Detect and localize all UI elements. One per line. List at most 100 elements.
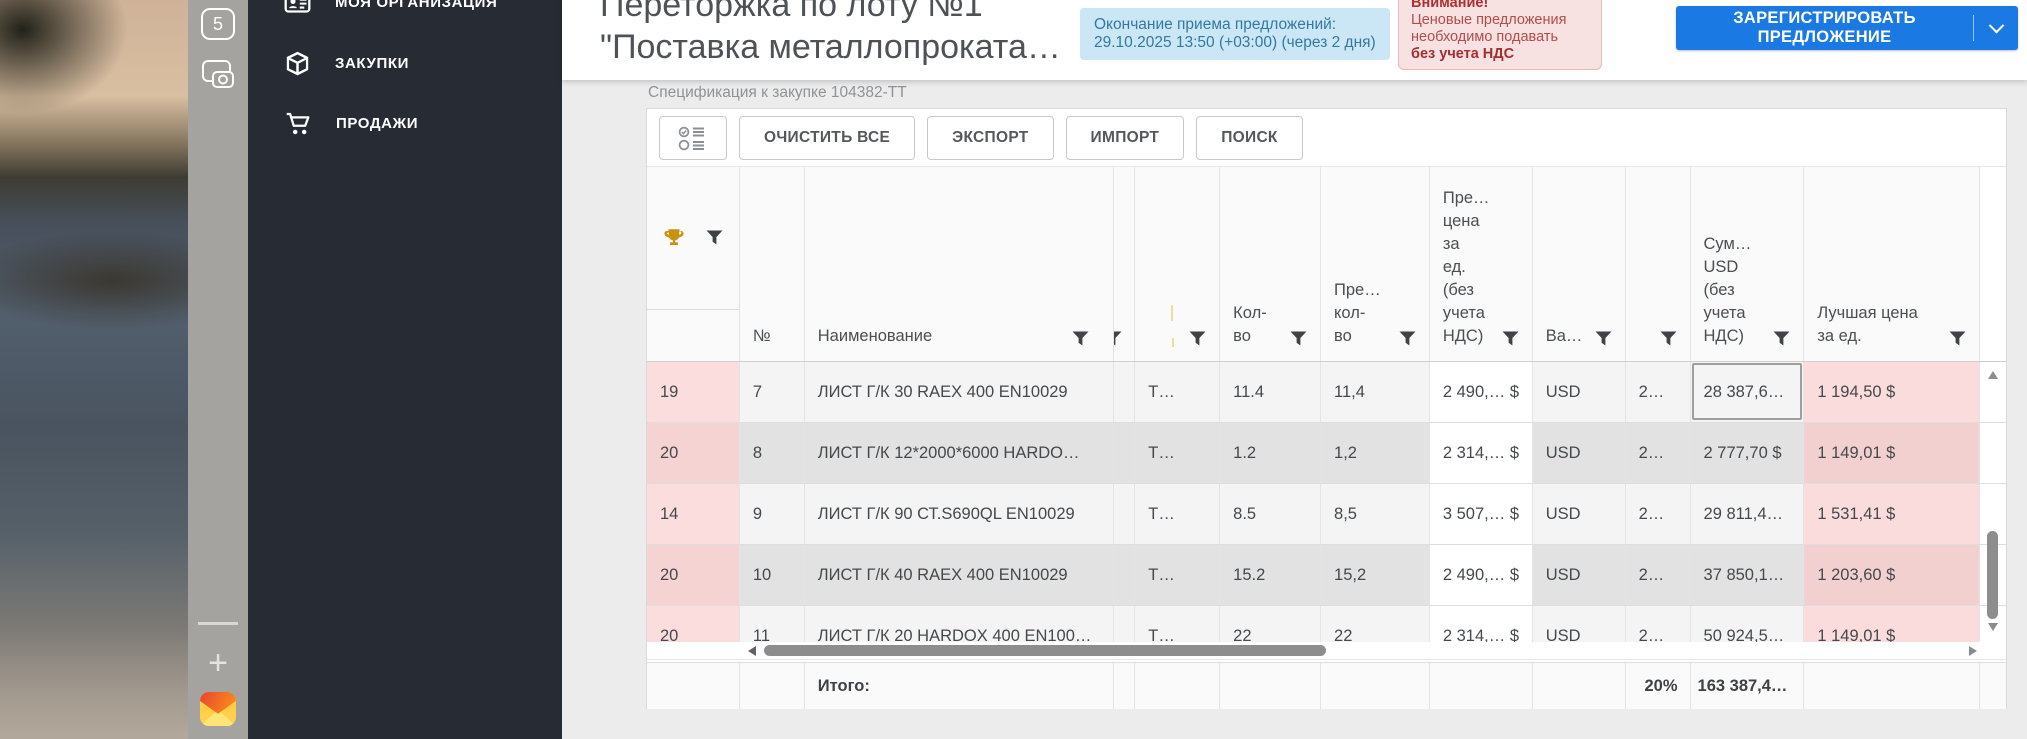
currency-header-label: Ва… — [1545, 327, 1583, 345]
filter-icon[interactable] — [1072, 331, 1089, 346]
num-cell: 8 — [739, 423, 805, 483]
import-button[interactable]: ИМПОРТ — [1065, 115, 1185, 160]
hidden-cell — [1114, 423, 1136, 483]
validation-mark — [1172, 338, 1175, 347]
filter-icon[interactable] — [1949, 331, 1966, 346]
filter-icon[interactable] — [1660, 331, 1677, 346]
num-cell: 11 — [739, 606, 805, 642]
proposed-price-cell[interactable]: 2 490,… $ — [1429, 545, 1533, 605]
totals-empty — [739, 663, 805, 709]
sidebar-item-sales[interactable]: ПРОДАЖИ — [284, 101, 418, 145]
totals-row: Итого: 20% 163 387,4… — [647, 662, 2007, 709]
best-price-cell: 1 149,01 $ — [1804, 423, 1981, 483]
package-box-icon — [286, 51, 309, 75]
filter-icon[interactable] — [1502, 331, 1519, 346]
filter-icon[interactable] — [1290, 331, 1307, 346]
table-row: 20 11 ЛИСТ Г/К 20 HARDOX 400 EN100… Т… 2… — [647, 606, 2006, 642]
screenshot-camera-icon[interactable] — [200, 58, 236, 97]
proposed-qty-header-label: Пре… кол- во — [1334, 281, 1381, 345]
unit-cell: Т… — [1135, 423, 1221, 483]
proposed-price-cell[interactable]: 2 314,… $ — [1429, 606, 1533, 642]
chevron-down-icon[interactable] — [1974, 17, 2018, 34]
table-header-row: № Наименование Кол- во — [647, 167, 2007, 362]
hidden-cell — [1114, 606, 1136, 642]
best-price-cell: 1 149,01 $ — [1804, 606, 1981, 642]
currency-cell: USD — [1532, 484, 1626, 544]
name-cell: ЛИСТ Г/К 30 RAEX 400 EN10029 — [804, 362, 1115, 422]
totals-label: Итого: — [804, 663, 1115, 709]
totals-empty — [1114, 663, 1136, 709]
vat-cell: 2… — [1625, 423, 1691, 483]
filter-icon[interactable] — [1773, 331, 1790, 346]
filter-icon[interactable] — [1114, 331, 1122, 346]
id-card-icon — [284, 0, 311, 13]
rank-cell: 19 — [647, 362, 740, 422]
sum-cell: 37 850,1… — [1690, 545, 1805, 605]
table-toolbar: ОЧИСТИТЬ ВСЕ ЭКСПОРТ ИМПОРТ ПОИСК — [647, 109, 2006, 167]
counter-badge[interactable]: 5 — [201, 8, 235, 40]
proposed-qty-cell[interactable]: 22 — [1321, 606, 1430, 642]
proposed-qty-cell[interactable]: 11,4 — [1321, 362, 1430, 422]
totals-empty — [1220, 663, 1322, 709]
filter-icon[interactable] — [1399, 331, 1416, 346]
sum-cell-focused[interactable]: 28 387,6… — [1690, 362, 1805, 422]
num-cell: 9 — [739, 484, 805, 544]
vertical-scrollbar-thumb[interactable] — [1987, 531, 1998, 619]
vat-cell: 2… — [1625, 606, 1691, 642]
unit-cell: Т… — [1135, 606, 1221, 642]
unit-column-header — [1135, 167, 1221, 361]
filter-icon[interactable] — [1595, 331, 1612, 346]
multi-select-list-icon — [678, 126, 704, 150]
proposed-qty-cell[interactable]: 1,2 — [1321, 423, 1430, 483]
scroll-left-arrow[interactable] — [748, 646, 756, 656]
currency-cell: USD — [1532, 423, 1626, 483]
page-header: Переторжка по лоту №1 "Поставка металлоп… — [562, 0, 2027, 80]
rank-cell: 20 — [647, 606, 740, 642]
search-button[interactable]: ПОИСК — [1196, 115, 1303, 160]
vat-cell: 2… — [1625, 484, 1691, 544]
scroll-down-arrow[interactable] — [1988, 623, 1998, 631]
filter-icon[interactable] — [1189, 331, 1206, 346]
validation-mark — [1171, 305, 1174, 321]
unit-cell: Т… — [1135, 545, 1221, 605]
horizontal-scrollbar — [647, 642, 2006, 660]
currency-cell: USD — [1532, 606, 1626, 642]
clear-all-button[interactable]: ОЧИСТИТЬ ВСЕ — [739, 115, 916, 160]
button-separator — [1973, 15, 1974, 41]
num-header-label: № — [752, 327, 771, 345]
vat-column-header — [1625, 167, 1691, 361]
zoom-in-plus-button[interactable]: + — [208, 644, 228, 682]
table-row: 20 8 ЛИСТ Г/К 12*2000*6000 HARDO… Т… 1.2… — [647, 423, 2006, 484]
register-proposal-button[interactable]: ЗАРЕГИСТРИРОВАТЬ ПРЕДЛОЖЕНИЕ — [1676, 6, 2018, 50]
vat-cell: 2… — [1625, 545, 1691, 605]
proposed-qty-cell[interactable]: 8,5 — [1321, 484, 1430, 544]
trophy-icon — [663, 227, 685, 254]
sidebar-item-purchases[interactable]: ЗАКУПКИ — [284, 41, 409, 85]
qty-header-label: Кол- во — [1233, 304, 1267, 345]
deadline-badge: Окончание приема предложений: 29.10.2025… — [1080, 8, 1390, 60]
proposed-price-cell[interactable]: 2 490,… $ — [1429, 362, 1533, 422]
table-row: 14 9 ЛИСТ Г/К 90 СТ.S690QL EN10029 Т… 8.… — [647, 484, 2006, 545]
export-button[interactable]: ЭКСПОРТ — [927, 115, 1054, 160]
best-price-header-label: Лучшая цена за ед. — [1817, 304, 1918, 345]
zoom-out-minus-button[interactable] — [198, 622, 238, 625]
scroll-up-arrow[interactable] — [1988, 371, 1998, 379]
table-body: 19 7 ЛИСТ Г/К 30 RAEX 400 EN10029 Т… 11.… — [647, 362, 2006, 642]
sidebar: МОЯ ОРГАНИЗАЦИЯ ЗАКУПКИ ПРОДАЖИ — [248, 0, 562, 739]
proposed-qty-cell[interactable]: 15,2 — [1321, 545, 1430, 605]
filter-icon[interactable] — [706, 230, 723, 245]
scroll-right-arrow[interactable] — [1969, 646, 1977, 656]
column-select-button[interactable] — [659, 115, 727, 160]
page-title-line2: "Поставка металлопроката… — [600, 28, 1061, 66]
rank-column-header — [647, 167, 740, 361]
currency-cell: USD — [1532, 362, 1626, 422]
qty-cell: 1.2 — [1220, 423, 1322, 483]
sum-column-header: Сум… USD (без учета НДС) — [1690, 167, 1805, 361]
qty-cell: 11.4 — [1220, 362, 1322, 422]
proposed-price-cell[interactable]: 3 507,… $ — [1429, 484, 1533, 544]
proposed-price-cell[interactable]: 2 314,… $ — [1429, 423, 1533, 483]
sidebar-item-my-organization[interactable]: МОЯ ОРГАНИЗАЦИЯ — [284, 0, 497, 24]
warning-line1: Ценовые предложения — [1411, 12, 1567, 28]
horizontal-scrollbar-thumb[interactable] — [764, 645, 1326, 656]
mail-app-icon[interactable] — [200, 692, 236, 726]
